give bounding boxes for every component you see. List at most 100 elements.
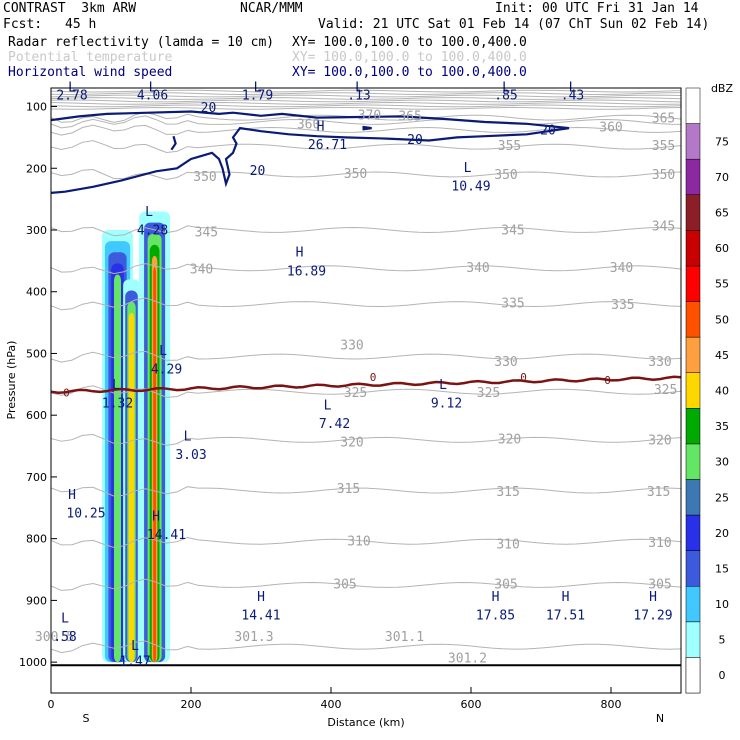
colorbar-label: 40 bbox=[715, 385, 729, 398]
colorbar-label: 0 bbox=[719, 669, 726, 682]
colorbar-label: 20 bbox=[715, 527, 729, 540]
field-name-reflectivity: Radar reflectivity (lamda = 10 cm) bbox=[8, 35, 275, 50]
freezing-label: 0 bbox=[63, 387, 70, 400]
y-tick-label: 1000 bbox=[19, 656, 47, 669]
colorbar-unit: dBZ bbox=[711, 82, 734, 95]
extremum-value: 17.85 bbox=[476, 608, 515, 623]
y-tick-label: 600 bbox=[26, 409, 47, 422]
colorbar-label: 15 bbox=[715, 562, 729, 575]
colorbar-label: 60 bbox=[715, 242, 729, 255]
theta-contour-360 bbox=[51, 124, 681, 136]
theta-label: 350 bbox=[652, 168, 675, 183]
extremum-marker: H bbox=[68, 488, 76, 503]
colorbar: 0 5 10 15 20 25 30 35 40 45 50 55 60 65 70 75 dBZ bbox=[685, 82, 734, 694]
colorbar-label: 10 bbox=[715, 598, 729, 611]
extremum-value: 1.32 bbox=[102, 397, 133, 412]
y-tick-label: 900 bbox=[26, 594, 47, 607]
theta-label: 320 bbox=[340, 435, 363, 450]
reflectivity-fill bbox=[102, 211, 170, 663]
field-xy-wind: XY= 100.0,100.0 to 100.0,400.0 bbox=[292, 65, 527, 80]
y-tick-label: 200 bbox=[26, 162, 47, 175]
colorbar-label: 70 bbox=[715, 171, 729, 184]
theta-label: 305 bbox=[333, 577, 356, 592]
colorbar-swatch bbox=[685, 265, 701, 302]
colorbar-label: 35 bbox=[715, 420, 729, 433]
theta-label: 340 bbox=[190, 263, 213, 278]
colorbar-swatch bbox=[685, 550, 701, 587]
theta-contour-top bbox=[51, 92, 681, 96]
colorbar-label: 55 bbox=[715, 278, 729, 291]
theta-label: 325 bbox=[477, 386, 500, 401]
x-tick-label: 800 bbox=[601, 698, 622, 711]
extremum-value: 26.71 bbox=[308, 138, 347, 153]
y-tick-label: 800 bbox=[26, 533, 47, 546]
wind-label: 20 bbox=[201, 101, 217, 116]
field-name-theta: Potential temperature bbox=[8, 50, 173, 65]
theta-label: 345 bbox=[501, 224, 524, 239]
extremum-value: .85 bbox=[494, 89, 517, 104]
theta-label: 360 bbox=[297, 118, 320, 133]
extremum-value: 4.06 bbox=[137, 89, 168, 104]
colorbar-swatch bbox=[685, 87, 701, 124]
wind-contour-20 bbox=[51, 110, 570, 194]
extremum-marker: H bbox=[492, 590, 500, 605]
y-tick-label: 100 bbox=[26, 101, 47, 114]
colorbar-swatch bbox=[685, 336, 701, 373]
colorbar-swatch bbox=[685, 443, 701, 480]
wind-label: 20 bbox=[250, 164, 266, 179]
y-axis-label: Pressure (hPa) bbox=[5, 341, 18, 420]
theta-label: 305 bbox=[648, 577, 671, 592]
extremum-marker: H bbox=[257, 590, 265, 605]
colorbar-swatch bbox=[685, 621, 701, 658]
theta-label: 345 bbox=[652, 219, 675, 234]
theta-label: 350 bbox=[344, 167, 367, 182]
extremum-marker: L bbox=[61, 611, 69, 626]
extremum-marker: L bbox=[159, 344, 167, 359]
theta-label: 370 bbox=[358, 108, 381, 123]
plot-title: CONTRAST 3km ARW bbox=[3, 1, 137, 16]
extremum-value: 3.03 bbox=[175, 448, 206, 463]
plot-frame bbox=[50, 87, 682, 694]
extremum-marker: H bbox=[152, 510, 160, 525]
extremum-value: 7.42 bbox=[319, 417, 350, 432]
colorbar-swatch bbox=[685, 301, 701, 338]
theta-label: 301.2 bbox=[448, 652, 487, 667]
theta-contour-355 bbox=[51, 140, 681, 154]
theta-label: 340 bbox=[610, 261, 633, 276]
colorbar-label: 30 bbox=[715, 456, 729, 469]
theta-label: 301.3 bbox=[234, 630, 273, 645]
theta-label: 315 bbox=[496, 485, 519, 500]
y-tick-label: 300 bbox=[26, 224, 47, 237]
theta-label: 305 bbox=[494, 577, 517, 592]
theta-contour-305 bbox=[51, 578, 681, 591]
colorbar-swatch bbox=[685, 585, 701, 623]
extremum-value: 1.79 bbox=[242, 89, 273, 104]
extremum-value: .58 bbox=[53, 630, 76, 645]
theta-label: 310 bbox=[648, 536, 671, 551]
theta-contour-325 bbox=[51, 385, 681, 398]
extremum-marker: L bbox=[324, 398, 332, 413]
theta-contour-top bbox=[51, 104, 681, 108]
colorbar-swatch bbox=[685, 194, 701, 231]
contour-labels: 370 365 365 360 360 355 355 350 350 350 350 345 345 3… bbox=[35, 81, 677, 670]
wind-contour-20 bbox=[170, 135, 177, 151]
theta-label: 340 bbox=[466, 261, 489, 276]
x-tick-label: 400 bbox=[321, 698, 342, 711]
forecast-label: Fcst: bbox=[3, 17, 43, 32]
extremum-value: 4.28 bbox=[137, 224, 168, 239]
extremum-marker: H bbox=[562, 590, 570, 605]
theta-label: 325 bbox=[654, 383, 677, 398]
field-name-wind: Horizontal wind speed bbox=[8, 65, 173, 80]
theta-contour-315 bbox=[51, 486, 681, 497]
theta-label: 360 bbox=[599, 121, 622, 136]
colorbar-swatch bbox=[685, 158, 701, 196]
freezing-label: 0 bbox=[604, 374, 611, 387]
extremum-value: 2.78 bbox=[56, 89, 87, 104]
wind-contour-20 bbox=[362, 125, 372, 131]
theta-contour-370 bbox=[51, 111, 681, 123]
theta-label: 335 bbox=[611, 298, 634, 313]
extremum-marker: L bbox=[112, 378, 120, 393]
freezing-contour bbox=[51, 375, 681, 667]
x-tick-label: 200 bbox=[181, 698, 202, 711]
extremum-marker: L bbox=[184, 429, 192, 444]
